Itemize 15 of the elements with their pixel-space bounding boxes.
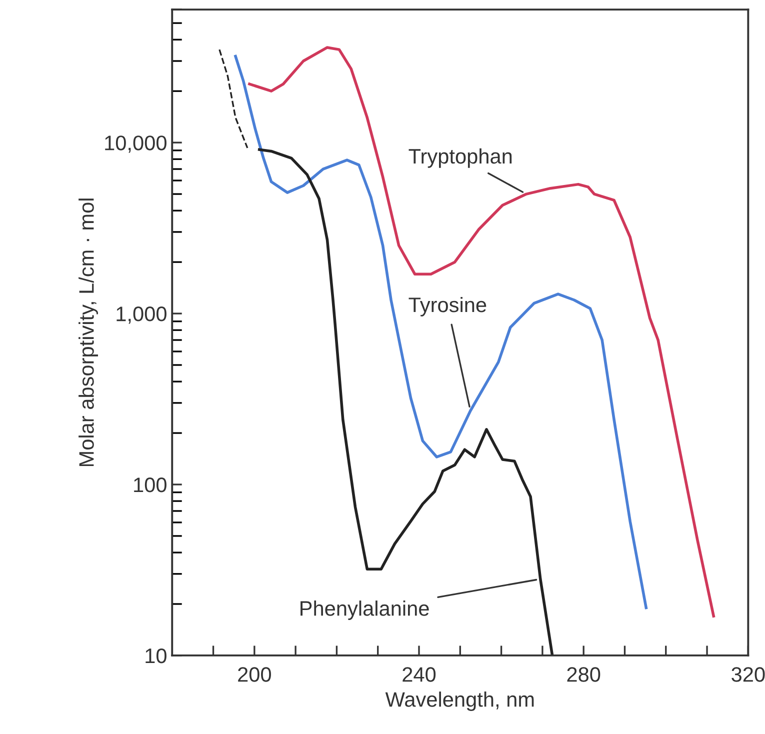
y-tick-label: 10 [146,648,166,664]
y-tick-label: 100 [134,478,166,492]
series-label: Phenylalanine [300,600,429,620]
x-tick-label: 280 [567,667,600,682]
series-label: Tryptophan [408,148,512,168]
x-tick-label: 200 [238,667,271,682]
y-tick-label: 1,000 [116,306,166,324]
x-tick-label: 240 [402,667,436,682]
x-axis-title: Wavelength, nm [385,692,534,711]
line-series [218,48,248,149]
y-tick-label: 10,000 [105,136,166,153]
line-series [258,148,554,656]
y-axis-title: Molar absorptivity, L/cm · mol [78,198,98,466]
x-tick-label: 320 [732,667,765,682]
series-label: Tyrosine [408,296,486,316]
